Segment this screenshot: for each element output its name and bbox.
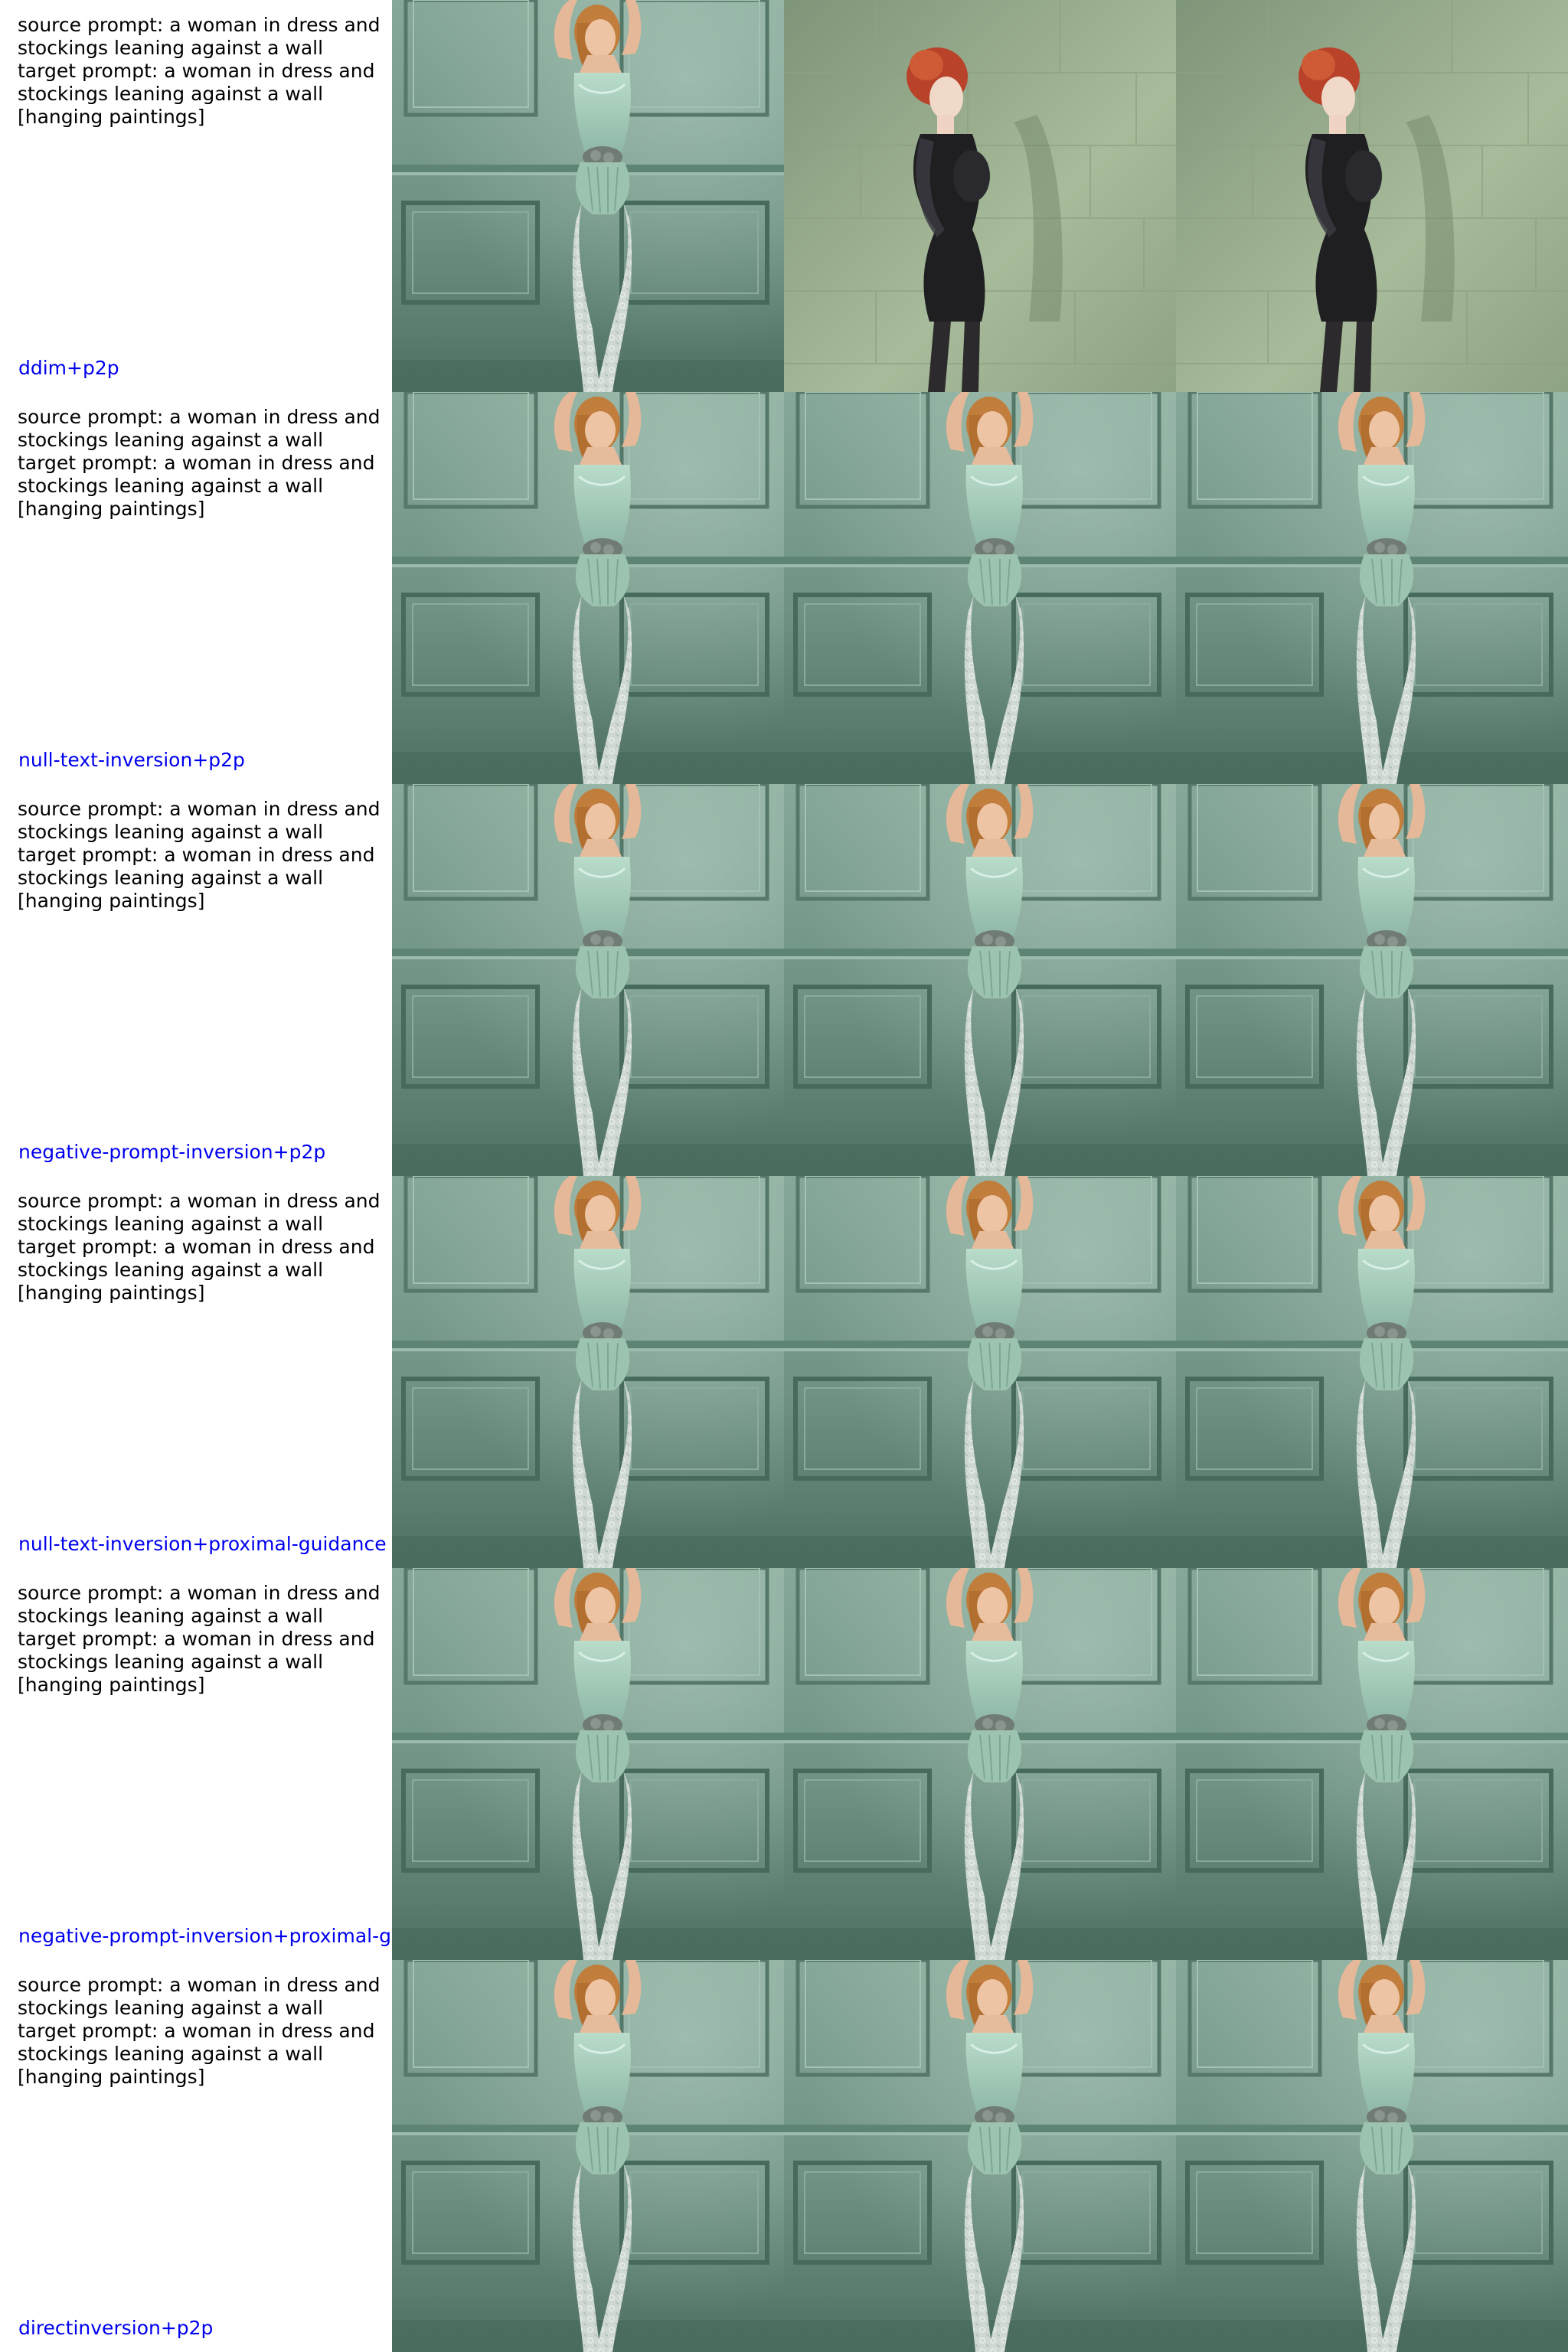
- woman-lace-bodysuit-photo: [1176, 1568, 1568, 1960]
- woman-lace-bodysuit-photo: [784, 1176, 1176, 1568]
- method-label: ddim+p2p: [18, 357, 119, 379]
- edited-image: [1176, 784, 1568, 1176]
- prompt-text: source prompt: a woman in dress and stoc…: [18, 1582, 381, 1696]
- woman-lace-bodysuit-photo: [392, 0, 784, 392]
- woman-lace-bodysuit-photo: [392, 1176, 784, 1568]
- woman-lace-bodysuit-photo: [1176, 1176, 1568, 1568]
- edited-image: [1176, 1176, 1568, 1568]
- source-image: [392, 784, 784, 1176]
- result-row-null-text-inversion-p2p: source prompt: a woman in dress and stoc…: [0, 392, 1568, 784]
- result-row-directinversion-p2p: source prompt: a woman in dress and stoc…: [0, 1960, 1568, 2352]
- edited-image: [1176, 1568, 1568, 1960]
- method-label: negative-prompt-inversion+proximal-g: [18, 1925, 391, 1947]
- woman-lace-bodysuit-photo: [392, 392, 784, 784]
- row-label-panel: source prompt: a woman in dress and stoc…: [0, 1568, 392, 1960]
- prompt-text: source prompt: a woman in dress and stoc…: [18, 14, 381, 128]
- reconstruction-image: [784, 0, 1176, 392]
- woman-lace-bodysuit-photo: [392, 1960, 784, 2352]
- prompt-text: source prompt: a woman in dress and stoc…: [18, 1974, 381, 2088]
- result-row-null-text-inversion-proximal-guidance: source prompt: a woman in dress and stoc…: [0, 1176, 1568, 1568]
- red-haired-woman-black-dress-photo: [1176, 0, 1568, 392]
- reconstruction-image: [784, 1176, 1176, 1568]
- woman-lace-bodysuit-photo: [784, 1568, 1176, 1960]
- row-label-panel: source prompt: a woman in dress and stoc…: [0, 784, 392, 1176]
- woman-lace-bodysuit-photo: [784, 392, 1176, 784]
- result-row-negative-prompt-inversion-proximal-guidance: source prompt: a woman in dress and stoc…: [0, 1568, 1568, 1960]
- reconstruction-image: [784, 1568, 1176, 1960]
- prompt-text: source prompt: a woman in dress and stoc…: [18, 798, 381, 912]
- row-label-panel: source prompt: a woman in dress and stoc…: [0, 392, 392, 784]
- reconstruction-image: [784, 1960, 1176, 2352]
- prompt-text: source prompt: a woman in dress and stoc…: [18, 1190, 381, 1304]
- result-row-ddim-p2p: source prompt: a woman in dress and stoc…: [0, 0, 1568, 392]
- method-label: null-text-inversion+p2p: [18, 749, 245, 771]
- woman-lace-bodysuit-photo: [392, 1568, 784, 1960]
- source-image: [392, 0, 784, 392]
- row-label-panel: source prompt: a woman in dress and stoc…: [0, 1176, 392, 1568]
- reconstruction-image: [784, 784, 1176, 1176]
- source-image: [392, 392, 784, 784]
- source-image: [392, 1568, 784, 1960]
- source-image: [392, 1176, 784, 1568]
- edited-image: [1176, 1960, 1568, 2352]
- source-image: [392, 1960, 784, 2352]
- edited-image: [1176, 0, 1568, 392]
- reconstruction-image: [784, 392, 1176, 784]
- red-haired-woman-black-dress-photo: [784, 0, 1176, 392]
- woman-lace-bodysuit-photo: [784, 1960, 1176, 2352]
- prompt-text: source prompt: a woman in dress and stoc…: [18, 406, 381, 520]
- method-label: directinversion+p2p: [18, 2317, 214, 2339]
- method-label: null-text-inversion+proximal-guidance: [18, 1533, 387, 1555]
- woman-lace-bodysuit-photo: [392, 784, 784, 1176]
- woman-lace-bodysuit-photo: [1176, 1960, 1568, 2352]
- row-label-panel: source prompt: a woman in dress and stoc…: [0, 1960, 392, 2352]
- result-row-negative-prompt-inversion-p2p: source prompt: a woman in dress and stoc…: [0, 784, 1568, 1176]
- woman-lace-bodysuit-photo: [784, 784, 1176, 1176]
- woman-lace-bodysuit-photo: [1176, 392, 1568, 784]
- row-label-panel: source prompt: a woman in dress and stoc…: [0, 0, 392, 392]
- method-label: negative-prompt-inversion+p2p: [18, 1141, 326, 1163]
- woman-lace-bodysuit-photo: [1176, 784, 1568, 1176]
- edited-image: [1176, 392, 1568, 784]
